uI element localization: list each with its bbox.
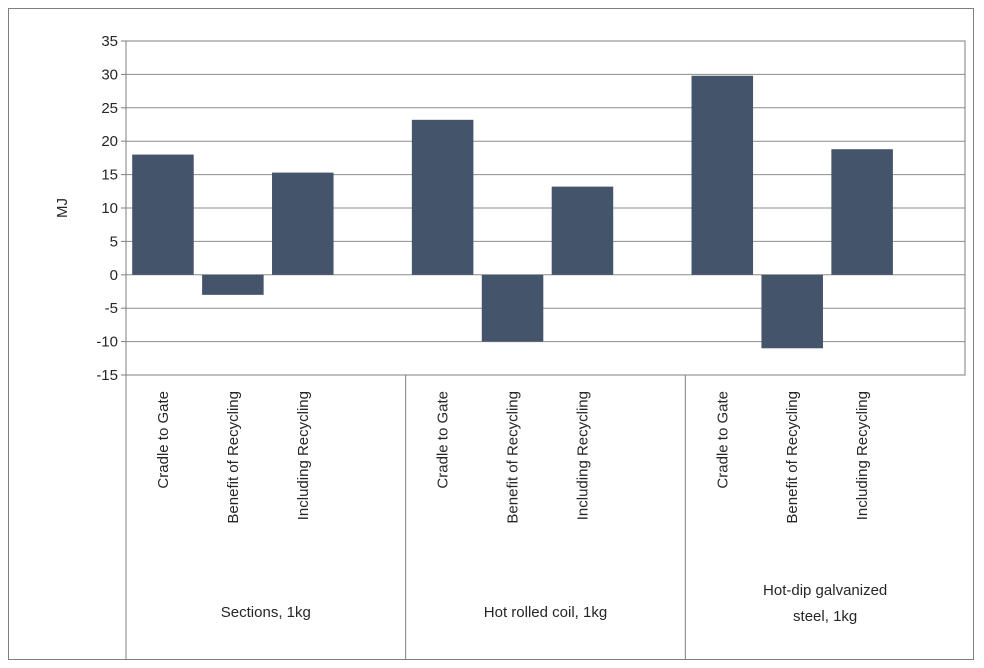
bar	[202, 274, 264, 295]
bar	[272, 172, 334, 275]
axes	[121, 40, 966, 659]
y-tick-label: 15	[101, 167, 118, 184]
bars	[132, 75, 893, 349]
category-labels: Cradle to Gate Benefit of Recycling Includ…	[155, 391, 871, 524]
bar	[411, 119, 474, 275]
y-tick-label: -5	[105, 300, 118, 317]
bar	[831, 149, 893, 275]
category-label: Benefit of Recycling	[784, 391, 801, 524]
category-label: Benefit of Recycling	[505, 391, 522, 524]
y-tick-label: 35	[101, 33, 118, 50]
group-label: Hot rolled coil, 1kg	[484, 604, 607, 621]
category-label: Including Recycling	[574, 391, 591, 520]
y-tick-label: 20	[101, 133, 118, 150]
category-label: Cradle to Gate	[435, 391, 452, 489]
chart-frame: 35 30 25 20 15 10 5 0 -5 -10 -15 Cradle to Gate Ben…	[8, 8, 974, 660]
y-tick-label: 10	[101, 200, 118, 217]
category-label: Benefit of Recycling	[225, 391, 242, 524]
category-label: Cradle to Gate	[155, 391, 172, 489]
y-tick-label: 30	[101, 66, 118, 83]
bar	[691, 75, 754, 275]
bar	[761, 274, 823, 349]
y-tick-label: 5	[110, 233, 118, 250]
y-tick-label: -10	[96, 334, 118, 351]
y-tick-label: -15	[96, 367, 118, 384]
bar	[481, 274, 544, 342]
plot-area-border	[125, 40, 966, 376]
bar	[132, 154, 194, 275]
category-label: Cradle to Gate	[714, 391, 731, 489]
group-label: Sections, 1kg	[221, 604, 311, 621]
group-labels: Sections, 1kg Hot rolled coil, 1kg Hot-dip…	[221, 582, 887, 625]
y-tick-label: 0	[110, 267, 118, 284]
y-tick-labels: 35 30 25 20 15 10 5 0 -5 -10 -15	[96, 33, 118, 384]
bar	[551, 186, 614, 275]
group-label: Hot-dip galvanized	[763, 582, 887, 599]
bar-chart: 35 30 25 20 15 10 5 0 -5 -10 -15 Cradle to Gate Ben…	[54, 33, 966, 659]
y-tick-label: 25	[101, 100, 118, 117]
group-label: steel, 1kg	[793, 608, 857, 625]
category-label: Including Recycling	[854, 391, 871, 520]
y-axis-title: MJ	[54, 198, 71, 218]
category-label: Including Recycling	[295, 391, 312, 520]
